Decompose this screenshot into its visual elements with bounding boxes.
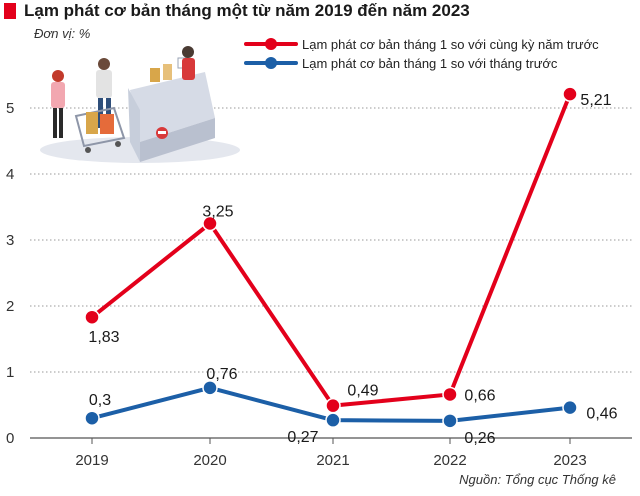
data-label: 0,76 [206,366,237,383]
unit-label: Đơn vị: % [34,26,91,41]
x-tick-label: 2019 [75,452,108,469]
data-point [202,380,218,396]
data-label: 0,26 [464,430,495,447]
data-label: 5,21 [580,92,611,109]
legend-marker [265,57,277,69]
data-label: 0,27 [287,429,318,446]
data-point [325,397,341,414]
chart-legend: Lạm phát cơ bản tháng 1 so với cùng kỳ n… [244,37,599,71]
x-tick-label: 2023 [553,452,586,469]
chart-title-block: Lạm phát cơ bản tháng một từ năm 2019 đế… [4,1,470,21]
series-points [84,86,578,429]
y-tick-label: 5 [6,100,14,117]
title-marker [4,3,16,19]
data-labels: 1,83 3,25 0,49 0,66 5,21 0,3 0,76 0,27 0,26 0,46 [88,92,617,447]
legend-marker [265,38,277,50]
y-tick-label: 4 [6,166,14,183]
data-point [325,412,341,428]
data-label: 1,83 [88,329,119,346]
data-point [84,309,100,325]
y-tick-label: 0 [6,430,14,447]
data-point [562,399,578,416]
y-tick-label: 3 [6,232,14,249]
data-label: 3,25 [202,204,233,221]
x-axis: 2019 2020 2021 2022 2023 [75,438,587,469]
data-point [84,410,100,426]
x-tick-label: 2020 [193,452,226,469]
data-point [442,386,458,403]
data-label: 0,66 [464,387,495,404]
source-note: Nguồn: Tổng cục Thống kê [459,472,616,487]
data-point [562,86,578,102]
data-point [202,215,218,232]
y-axis: 0 1 2 3 4 5 [6,100,14,447]
y-tick-label: 2 [6,298,14,315]
data-label: 0,49 [347,383,378,400]
shopping-checkout-illustration [40,46,240,163]
data-point [442,413,458,429]
y-tick-label: 1 [6,364,14,381]
data-label: 0,46 [586,406,617,423]
data-label: 0,3 [89,392,111,409]
x-tick-label: 2022 [433,452,466,469]
legend-label: Lạm phát cơ bản tháng 1 so với cùng kỳ n… [302,37,599,52]
legend-label: Lạm phát cơ bản tháng 1 so với tháng trư… [302,56,558,71]
chart-title: Lạm phát cơ bản tháng một từ năm 2019 đế… [24,1,470,20]
x-tick-label: 2021 [316,452,349,469]
